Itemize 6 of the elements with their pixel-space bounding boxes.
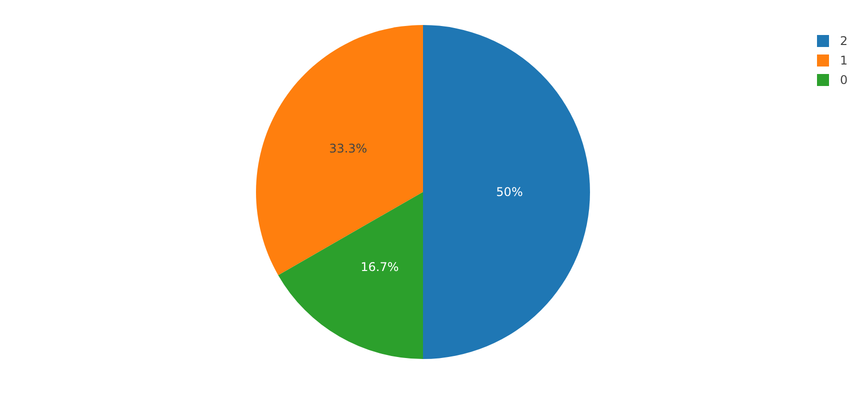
- legend-label: 0: [840, 73, 848, 87]
- data-label: 50%: [496, 185, 523, 199]
- legend-label: 1: [840, 54, 848, 68]
- data-label: 16.7%: [360, 260, 399, 274]
- legend-label: 2: [840, 34, 848, 48]
- data-label: 33.3%: [329, 142, 368, 156]
